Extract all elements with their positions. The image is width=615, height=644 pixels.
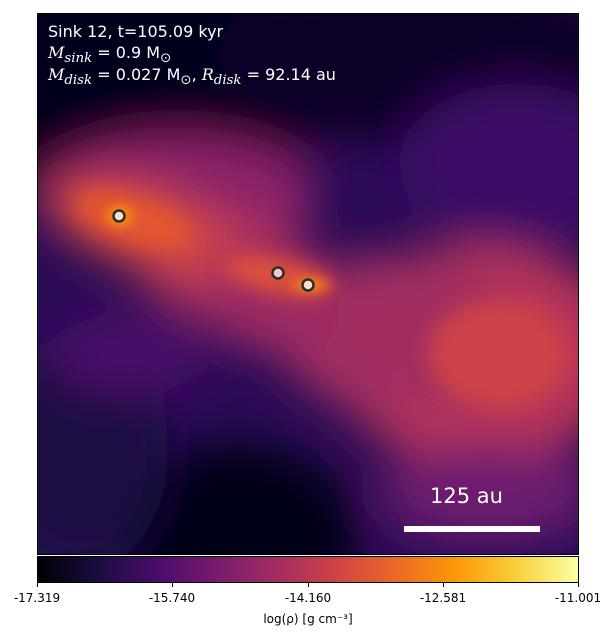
msink-subscript: sink bbox=[64, 51, 93, 67]
sink-marker bbox=[271, 266, 285, 280]
colorbar-tick bbox=[578, 583, 579, 587]
msun-symbol: ⊙ bbox=[160, 51, 172, 67]
msink-value: = 0.9 M bbox=[92, 43, 161, 62]
colorbar-tick bbox=[443, 583, 444, 587]
scale-bar-label: 125 au bbox=[430, 484, 503, 508]
colorbar-tick-label: -12.581 bbox=[419, 591, 467, 605]
msink-symbol: M bbox=[48, 43, 65, 62]
comma-separator: , bbox=[191, 65, 202, 84]
colorbar-tick-label: -11.001 bbox=[554, 591, 602, 605]
density-map-image bbox=[38, 14, 578, 554]
mdisk-subscript: disk bbox=[64, 73, 93, 89]
colorbar-tick-label: -17.319 bbox=[13, 591, 61, 605]
colorbar-tick bbox=[37, 583, 38, 587]
rdisk-value: = 92.14 au bbox=[241, 65, 336, 84]
sink-marker bbox=[301, 278, 315, 292]
sink-marker bbox=[112, 209, 126, 223]
colorbar-tick-label: -15.740 bbox=[148, 591, 196, 605]
mdisk-symbol: M bbox=[48, 65, 65, 84]
colorbar bbox=[37, 556, 579, 583]
sink-markers bbox=[112, 209, 315, 292]
disk-properties-label: Mdisk = 0.027 M⊙, Rdisk = 92.14 au bbox=[48, 65, 336, 91]
rdisk-symbol: R bbox=[201, 65, 214, 84]
sink-mass-label: Msink = 0.9 M⊙ bbox=[48, 43, 171, 69]
mdisk-value: = 0.027 M bbox=[92, 65, 181, 84]
sink-title: Sink 12, t=105.09 kyr bbox=[48, 22, 224, 41]
rdisk-subscript: disk bbox=[213, 73, 242, 89]
msun-symbol-2: ⊙ bbox=[180, 73, 192, 89]
colorbar-axis-label: log(ρ) [g cm⁻³] bbox=[263, 612, 353, 626]
scale-bar bbox=[404, 526, 540, 532]
colorbar-tick-label: -14.160 bbox=[284, 591, 332, 605]
colorbar-tick bbox=[172, 583, 173, 587]
density-map: Sink 12, t=105.09 kyr Msink = 0.9 M⊙ Mdi… bbox=[37, 13, 579, 555]
colorbar-tick bbox=[308, 583, 309, 587]
